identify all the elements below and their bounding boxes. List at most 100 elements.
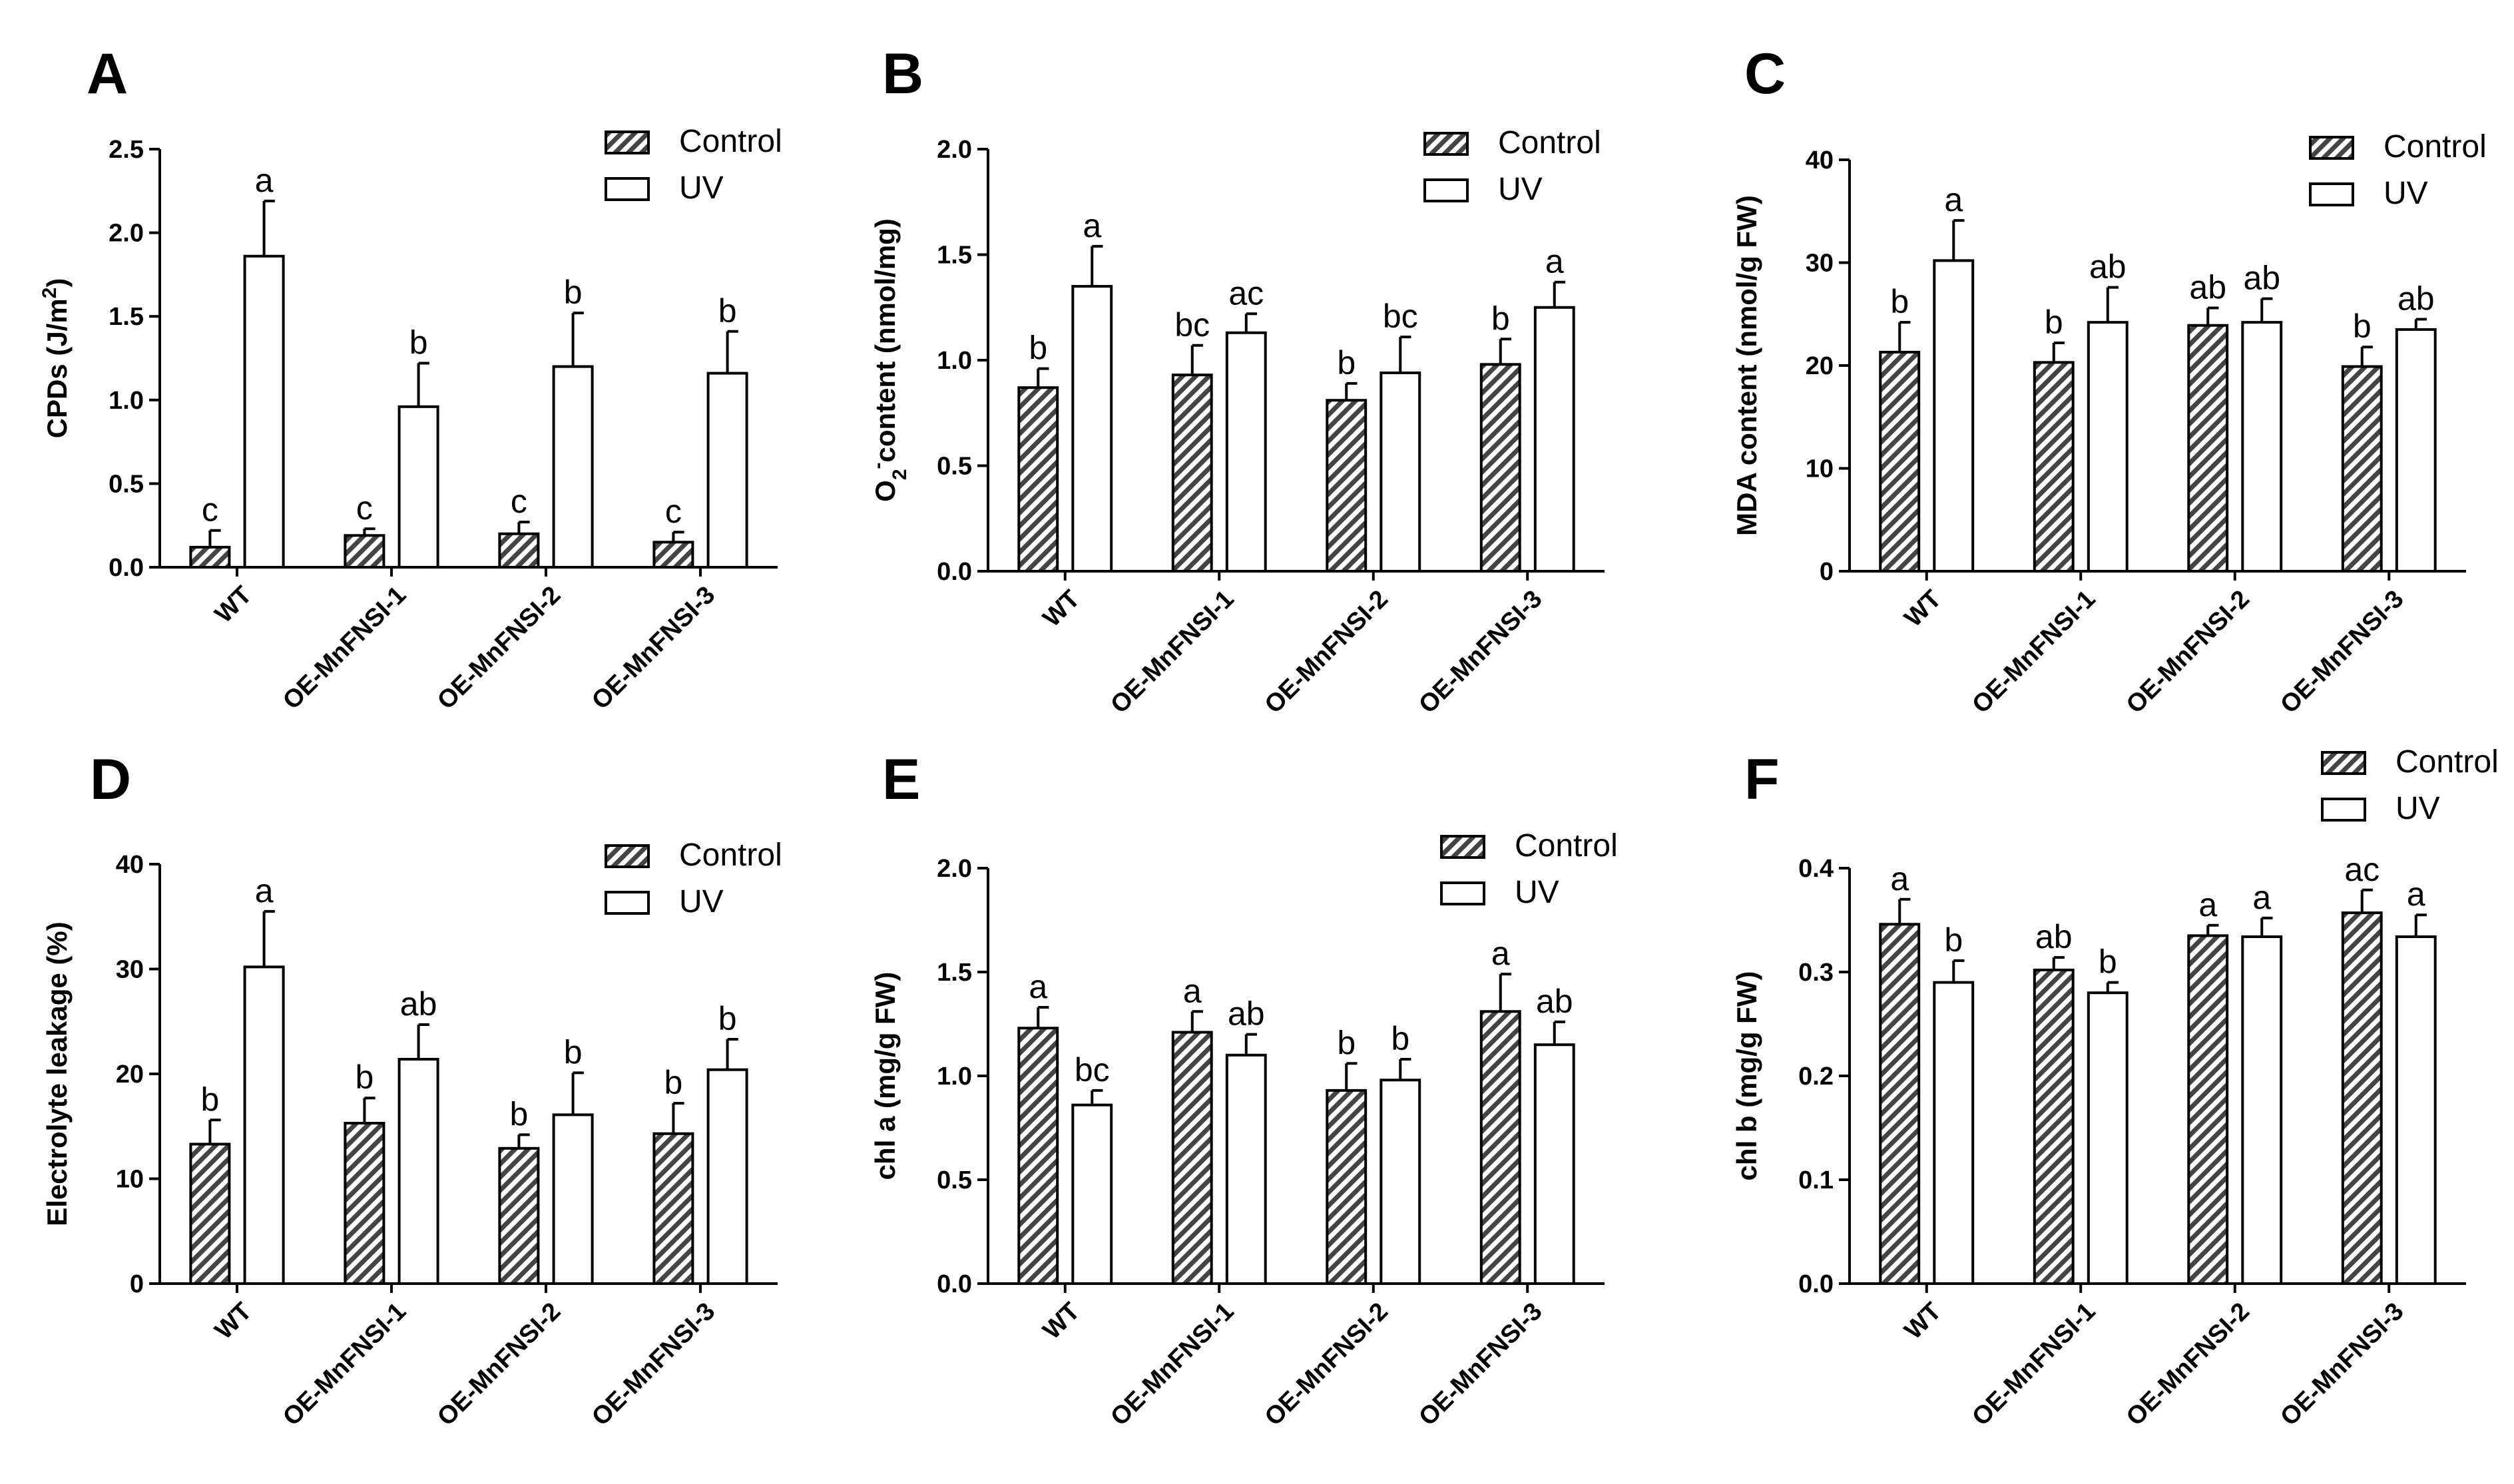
significance-label-f: ac <box>2344 851 2380 888</box>
significance-label-e: a <box>1029 968 1047 1005</box>
significance-label-f: a <box>2407 875 2425 913</box>
bar-control-b-3 <box>1479 363 1521 573</box>
y-tick-label-d: 20 <box>116 1061 144 1089</box>
legend-label-uv: UV <box>1515 875 1559 910</box>
y-axis-title-e: chl a (mg/g FW) <box>870 972 901 1180</box>
bar-control-f-3 <box>2341 911 2383 1285</box>
significance-label-e: bc <box>1075 1051 1110 1089</box>
significance-label-b: b <box>1491 300 1510 337</box>
legend-swatch-uv <box>605 891 650 915</box>
category-label-d: OE-MnFNSI-2 <box>432 1298 566 1431</box>
legend-f: Control UV <box>2321 744 2499 826</box>
category-label-d: OE-MnFNSI-1 <box>278 1298 411 1431</box>
bar-control-a-2 <box>498 532 540 569</box>
category-label-f: WT <box>1899 1298 1947 1345</box>
significance-label-d: b <box>718 1000 737 1037</box>
bar-control-c-1 <box>2033 361 2075 573</box>
category-label-b: WT <box>1038 585 1085 632</box>
significance-label-b: b <box>1337 344 1356 381</box>
y-tick-label-a: 2.5 <box>109 136 144 164</box>
panel-b: B0.00.51.01.52.0O2-content (nmol/mg) baWT… <box>867 42 1605 719</box>
y-tick-label-b: 0.5 <box>937 453 972 481</box>
bar-uv-d-2 <box>552 1113 594 1286</box>
category-label-e: OE-MnFNSI-2 <box>1260 1298 1393 1431</box>
y-axis-title-b: O2-content (nmol/mg) <box>867 218 911 502</box>
legend-swatch-control <box>2321 751 2366 775</box>
significance-label-a: b <box>409 324 428 362</box>
significance-label-c: a <box>1944 181 1963 218</box>
legend-label-uv: UV <box>2384 176 2428 211</box>
category-label-f: OE-MnFNSI-1 <box>1967 1298 2101 1431</box>
category-label-d: WT <box>210 1298 257 1345</box>
significance-label-f: b <box>1944 921 1963 959</box>
y-tick-label-f: 0.2 <box>1798 1063 1834 1091</box>
legend-label-uv: UV <box>2395 791 2440 826</box>
bar-uv-d-0 <box>243 965 285 1285</box>
y-axis-title-c: MDA content (nmol/g FW) <box>1731 195 1762 536</box>
y-tick-label-b: 1.0 <box>937 347 972 375</box>
legend-swatch-control <box>1440 835 1485 859</box>
significance-label-b: bc <box>1174 306 1210 344</box>
bar-control-f-2 <box>2187 934 2229 1285</box>
legend-swatch-uv <box>605 177 650 201</box>
bar-uv-d-1 <box>397 1057 439 1285</box>
significance-label-a: b <box>564 274 583 311</box>
bar-control-c-2 <box>2187 324 2229 573</box>
bar-control-e-2 <box>1326 1089 1368 1285</box>
y-tick-label-f: 0.4 <box>1798 855 1834 883</box>
legend-swatch-control <box>605 844 650 868</box>
y-tick-label-c: 30 <box>1806 250 1834 278</box>
legend-label-control: Control <box>1498 125 1601 160</box>
y-tick-label-a: 0.5 <box>109 470 144 498</box>
y-tick-label-b: 2.0 <box>937 136 972 164</box>
bar-control-e-0 <box>1017 1027 1059 1285</box>
bar-uv-b-1 <box>1225 331 1267 573</box>
bar-control-d-2 <box>498 1146 540 1285</box>
bar-uv-d-3 <box>706 1068 748 1285</box>
significance-label-c: b <box>1890 283 1909 320</box>
bar-uv-c-2 <box>2241 321 2283 573</box>
category-label-e: WT <box>1038 1298 1085 1345</box>
y-tick-label-f: 0.0 <box>1798 1270 1834 1298</box>
bar-uv-e-1 <box>1225 1053 1267 1286</box>
bar-uv-c-1 <box>2087 321 2129 573</box>
significance-label-a: c <box>202 491 218 529</box>
significance-label-f: a <box>1890 860 1909 897</box>
legend-label-control: Control <box>2384 129 2487 164</box>
panel-a: A 0.0 0.5 1.0 1.5 2.0 2.5 CPDs (J/m2) c a WT c b OE-M… <box>39 42 782 715</box>
bar-uv-e-3 <box>1533 1043 1575 1285</box>
significance-label-c: ab <box>2243 260 2280 297</box>
significance-label-c: ab <box>2089 248 2127 286</box>
bar-control-c-3 <box>2341 365 2383 573</box>
significance-label-b: ac <box>1228 274 1264 312</box>
y-tick-label-c: 10 <box>1806 455 1834 483</box>
panel-letter-e: E <box>882 748 920 812</box>
bar-uv-b-2 <box>1380 371 1421 573</box>
legend-label-uv: UV <box>679 884 724 919</box>
y-tick-label-c: 40 <box>1806 146 1834 174</box>
y-tick-label-a: 1.5 <box>109 303 144 331</box>
bar-uv-a-1 <box>397 405 439 569</box>
legend-swatch-control <box>605 130 650 154</box>
significance-label-a: b <box>718 292 737 330</box>
y-axis-title-d: Electrolyte leakage (%) <box>41 921 73 1226</box>
legend-label-control: Control <box>679 124 782 159</box>
significance-label-c: b <box>2353 308 2372 345</box>
significance-label-e: a <box>1183 972 1202 1009</box>
legend-e: Control UV <box>1440 828 1618 910</box>
panel-letter-c: C <box>1744 42 1786 106</box>
y-tick-label-e: 0.0 <box>937 1270 972 1298</box>
significance-label-f: b <box>2099 943 2117 981</box>
category-label-a: OE-MnFNSI-2 <box>432 581 566 715</box>
bar-control-b-2 <box>1326 399 1368 573</box>
category-label-f: OE-MnFNSI-3 <box>2275 1298 2409 1431</box>
panel-letter-a: A <box>87 42 128 106</box>
significance-label-a: c <box>511 483 527 520</box>
significance-label-a: a <box>255 162 274 199</box>
category-label-b: OE-MnFNSI-3 <box>1413 585 1547 719</box>
significance-label-c: ab <box>2189 268 2226 306</box>
legend-swatch-uv <box>2309 182 2354 206</box>
bar-uv-e-2 <box>1380 1079 1421 1285</box>
bar-uv-c-0 <box>1933 259 1975 573</box>
